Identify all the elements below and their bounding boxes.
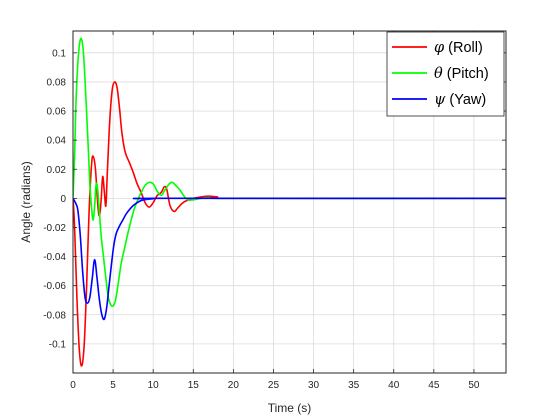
series-line-yaw [73, 197, 506, 321]
y-tick-label: -0.06 [43, 281, 66, 292]
y-tick-label: -0.1 [49, 339, 67, 350]
legend-box [386, 31, 505, 117]
legend-label-yaw: (Yaw) [445, 92, 486, 108]
x-tick-label: 5 [110, 380, 116, 391]
y-axis-label: Angle (radians) [19, 161, 33, 242]
legend-entry-roll: φ (Roll) [434, 40, 483, 56]
y-tick-label: 0.04 [47, 136, 67, 147]
series-line-pitch [73, 37, 506, 308]
legend-label-roll: (Roll) [444, 40, 483, 56]
x-tick-label: 45 [428, 380, 440, 391]
x-tick-label: 30 [308, 380, 320, 391]
legend: φ (Roll)θ (Pitch)ψ (Yaw) [386, 31, 505, 117]
y-tick-label: -0.08 [43, 310, 66, 321]
plot-frame [72, 30, 507, 374]
x-tick-label: 10 [148, 380, 160, 391]
legend-symbol-roll: φ [434, 40, 445, 56]
series-line-roll [73, 81, 506, 367]
y-tick-label: 0.1 [52, 48, 66, 59]
x-axis-label: Time (s) [268, 401, 312, 415]
y-tick-label: 0.08 [47, 77, 67, 88]
legend-symbol-yaw: ψ [434, 92, 446, 108]
x-tick-label: 15 [188, 380, 200, 391]
series-layer [73, 37, 506, 367]
x-tick-label: 40 [388, 380, 400, 391]
legend-symbol-pitch: θ [434, 66, 443, 82]
legend-entry-yaw: ψ (Yaw) [434, 92, 486, 108]
y-tick-label: -0.02 [43, 223, 66, 234]
axis-ticks: 0 5 10 15 20 25 30 35 40 45 50 0.1 0.08 0.06 0.04 0.02 0… [43, 31, 506, 391]
y-tick-label: -0.04 [43, 252, 66, 263]
x-tick-label: 50 [468, 380, 480, 391]
y-tick-label: 0.02 [47, 165, 67, 176]
legend-entry-pitch: θ (Pitch) [434, 66, 489, 82]
x-tick-label: 35 [348, 380, 360, 391]
y-tick-label: 0 [60, 194, 66, 205]
y-tick-label: 0.06 [47, 107, 67, 118]
x-tick-label: 20 [228, 380, 240, 391]
legend-label-pitch: (Pitch) [443, 66, 489, 82]
x-tick-label: 0 [70, 380, 76, 391]
x-tick-label: 25 [268, 380, 280, 391]
